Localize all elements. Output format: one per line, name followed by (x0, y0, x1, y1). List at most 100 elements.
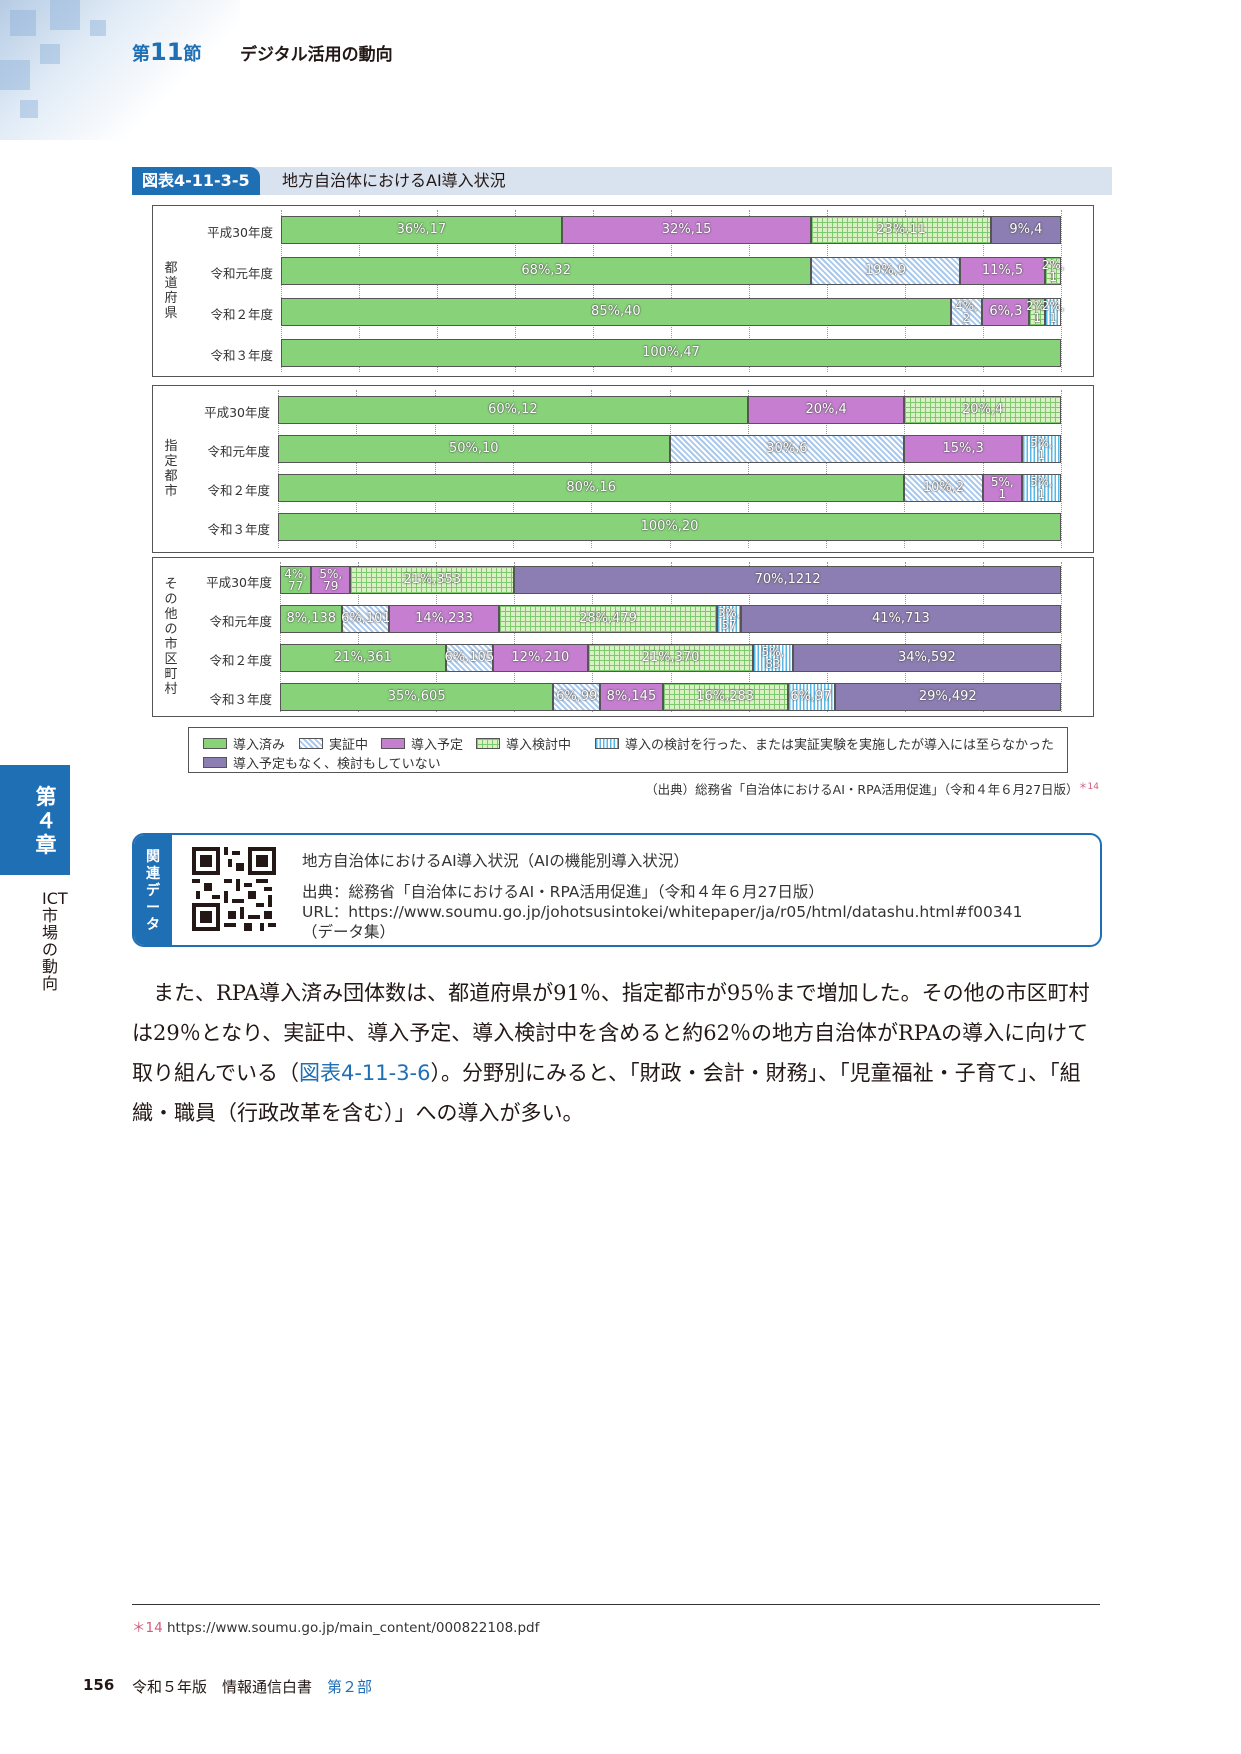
gridline (669, 390, 671, 548)
legend-item-plan: 導入予定 (381, 734, 463, 753)
bar-segment-noadopt: 5%, 83 (753, 644, 793, 672)
group-label: 都道府県 (164, 261, 178, 321)
row-label: 令和元年度 (209, 614, 272, 629)
row-label: 令和２年度 (209, 653, 272, 668)
gridline (280, 562, 281, 712)
legend-item-poc: 実証中 (299, 734, 368, 753)
data-label: 11%,5 (981, 263, 1024, 278)
gridline (671, 210, 672, 372)
related-data-note: （データ集） (302, 923, 396, 941)
chart-panel-1: 都道府県 平成30年度 36%,17 32%,15 23%,11 9%,4 令和元年度 68%… (152, 205, 1094, 377)
data-label: 60%,12 (488, 402, 538, 417)
data-label: 2%, 1 (1025, 299, 1049, 325)
data-label: 6%,105 (444, 650, 495, 665)
data-label: 21%,370 (641, 650, 700, 665)
bar-segment-noadopt: 2%, 1 (1042, 298, 1065, 326)
row-label: 令和２年度 (210, 307, 273, 322)
group-label: その他の市区町村 (164, 577, 178, 697)
bar-segment-done: 35%,605 (280, 683, 554, 711)
chart-legend: 導入済み 実証中 導入予定 導入検討中 導入の検討を行った、または実証実験を実施… (188, 727, 1068, 773)
footnote-divider (132, 1604, 1100, 1605)
data-label: 41%,713 (871, 611, 930, 626)
data-label: 2%, 1 (1041, 299, 1065, 325)
legend-item-cons: 導入検討中 (476, 734, 571, 753)
row-label: 令和元年度 (210, 266, 273, 281)
data-label: 8%,138 (286, 611, 337, 626)
section-title: デジタル活用の動向 (240, 45, 393, 65)
legend-swatch-none (203, 757, 227, 768)
figure-label: 図表4-11-3-5 (132, 167, 260, 195)
gridline (1061, 562, 1062, 712)
gridline (593, 210, 594, 372)
related-data-url[interactable]: URL：https://www.soumu.go.jp/johotsusinto… (302, 903, 1023, 921)
bar-segment-done: 8%,138 (280, 605, 343, 633)
bar-segment-plan: 6%,3 (982, 298, 1030, 326)
data-label: 30%,6 (766, 441, 808, 456)
figure-reference-link[interactable]: 図表4-11-3-6 (298, 1061, 431, 1085)
data-label: 10%,2 (922, 480, 965, 495)
section-number: 第11節 (132, 38, 202, 66)
bar-segment-none: 70%,1212 (514, 566, 1061, 594)
bar-segment-poc: 10%,2 (904, 474, 983, 502)
gridline (512, 390, 514, 548)
related-data-box: 関連データ 地方自治体におけるAI導入状況（AIの機能別導入状況） 出典：総務省… (132, 833, 1102, 947)
data-label: 85%,40 (591, 304, 641, 319)
data-label: 35%,605 (387, 689, 446, 704)
data-label: 16%,283 (696, 689, 755, 704)
bar-segment-done: 50%,10 (278, 435, 670, 463)
data-label: 5%, 83 (761, 645, 785, 671)
footnote-url[interactable]: https://www.soumu.go.jp/main_content/000… (166, 1620, 540, 1636)
data-label: 34%,592 (897, 650, 956, 665)
bar-segment-none: 9%,4 (990, 216, 1061, 244)
legend-swatch-plan (381, 738, 405, 749)
data-label: 6%,3 (989, 304, 1023, 319)
figure-source: （出典）総務省「自治体におけるAI・RPA活用促進」（令和４年６月27日版）＊1… (645, 782, 1099, 798)
gridline (436, 562, 438, 712)
page-number: 156 (83, 1676, 115, 1694)
related-data-source: 出典：総務省「自治体におけるAI・RPA活用促進」（令和４年６月27日版） (302, 883, 824, 901)
group-label: 指定都市 (164, 439, 178, 499)
footnote: ＊14 https://www.soumu.go.jp/main_content… (132, 1620, 540, 1636)
figure-title: 地方自治体におけるAI導入状況 (282, 171, 506, 190)
legend-swatch-cons (476, 738, 500, 749)
bar-segment-plan: 15%,3 (904, 435, 1022, 463)
publication-name: 令和５年版 情報通信白書 第２部 (132, 1678, 373, 1696)
data-label: 21%,353 (403, 572, 462, 587)
bar-segment-noadopt: 6%,97 (787, 683, 835, 711)
bar-segment-plan: 11%,5 (959, 257, 1046, 285)
bar-segment-poc: 30%,6 (669, 435, 905, 463)
row-label: 平成30年度 (206, 575, 272, 590)
gridline (515, 210, 516, 372)
bar-segment-poc: 6%,105 (444, 644, 495, 672)
figure-header: 図表4-11-3-5 地方自治体におけるAI導入状況 (132, 167, 1112, 195)
row-label: 令和３年度 (210, 348, 273, 363)
data-label: 21%,361 (333, 650, 392, 665)
data-label: 36%,17 (396, 222, 447, 237)
legend-swatch-noadopt (595, 738, 619, 749)
gridline (826, 390, 828, 548)
row-label: 平成30年度 (207, 225, 273, 240)
row-label: 令和３年度 (209, 692, 272, 707)
bar-segment-plan: 20%,4 (747, 396, 905, 424)
data-label: 4%, 77 (284, 567, 308, 593)
row-label: 令和元年度 (207, 444, 270, 459)
bar-segment-poc: 6%,101 (341, 605, 391, 633)
bar-segment-done: 100%,20 (278, 513, 1061, 541)
bar-segment-done: 60%,12 (278, 396, 748, 424)
data-label: 50%,10 (448, 441, 499, 456)
gridline (281, 210, 282, 372)
bar-segment-cons: 21%,353 (350, 566, 515, 594)
data-label: 5%, 1 (1029, 436, 1053, 462)
chart-panel-2: 指定都市 平成30年度 60%,12 20%,4 20%,4 令和元年度 50%,10 30%… (152, 385, 1094, 553)
row-label: 平成30年度 (204, 405, 270, 420)
bar-segment-plan: 8%,145 (600, 683, 663, 711)
gridline (591, 390, 593, 548)
bar-segment-noadopt: 3%, 57 (717, 605, 741, 633)
qr-code-icon[interactable] (192, 847, 276, 931)
gridline (827, 210, 828, 372)
gridline (904, 562, 906, 712)
gridline (437, 210, 438, 372)
related-data-tab: 関連データ (134, 835, 172, 945)
data-label: 68%,32 (521, 263, 571, 278)
bar-segment-cons: 2%, 1 (1042, 257, 1065, 285)
